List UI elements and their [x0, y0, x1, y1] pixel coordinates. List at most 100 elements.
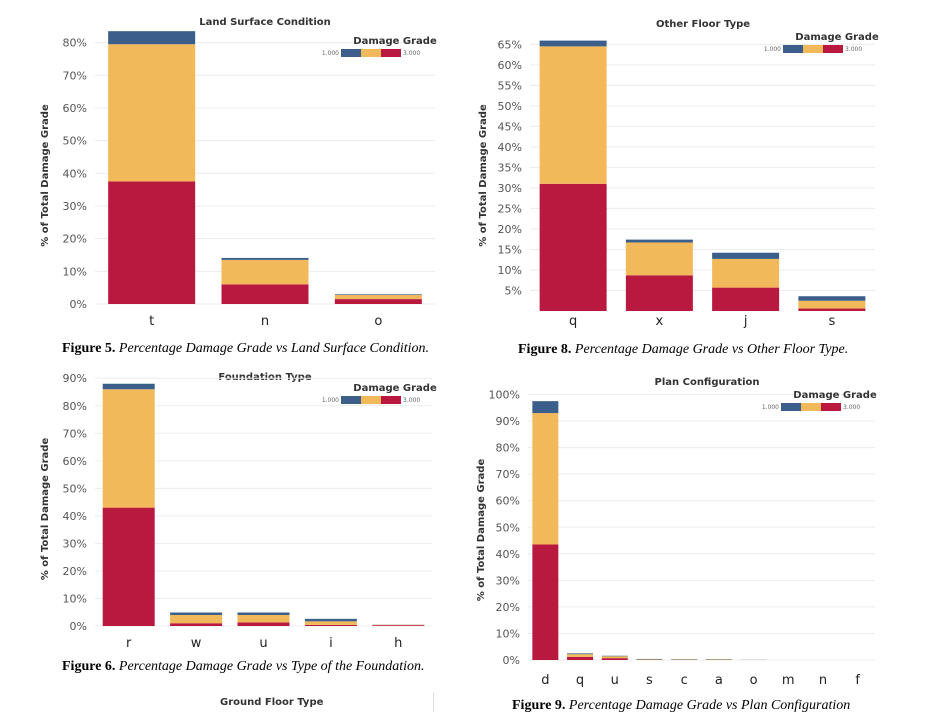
divider: [433, 692, 434, 712]
caption-number: Figure 5.: [62, 341, 115, 356]
x-tick-label: f: [855, 673, 860, 688]
legend-high-label: 3.000: [403, 50, 420, 57]
chart-title: Foundation Type: [218, 372, 311, 383]
bar-segment-s-grade-3.000: [798, 309, 865, 311]
bar-segment-d-grade-2.000: [532, 413, 558, 544]
chart-title: Land Surface Condition: [199, 17, 331, 28]
chart-land-surface-condition: Land Surface Condition0%10%20%30%40%50%6…: [0, 0, 470, 336]
legend-high-label: 3.000: [845, 46, 862, 53]
x-tick-label: d: [541, 673, 549, 688]
x-tick-label: s: [646, 673, 653, 688]
bar-segment-r-grade-3.000: [103, 508, 155, 626]
caption-text: Percentage Damage Grade vs Land Surface …: [115, 341, 429, 356]
bar-segment-q-grade-3.000: [567, 657, 593, 660]
y-tick-label: 45%: [498, 120, 522, 133]
x-tick-label: h: [394, 636, 402, 651]
y-tick-label: 60%: [496, 495, 520, 508]
y-axis-label: % of Total Damage Grade: [478, 104, 489, 247]
y-tick-label: 50%: [63, 135, 87, 148]
y-tick-label: 40%: [63, 510, 87, 523]
legend-high-label: 3.000: [403, 397, 420, 404]
caption-figure-6: Figure 6. Percentage Damage Grade vs Typ…: [62, 659, 425, 675]
y-axis-label: % of Total Damage Grade: [476, 459, 487, 602]
x-tick-label: c: [681, 673, 688, 688]
bar-segment-s-grade-1.000: [798, 296, 865, 301]
y-tick-label: 5%: [505, 284, 522, 297]
y-tick-label: 35%: [498, 161, 522, 174]
y-axis-label: % of Total Damage Grade: [40, 438, 51, 581]
y-tick-label: 80%: [63, 400, 87, 413]
bar-segment-h-grade-3.000: [372, 625, 424, 626]
x-tick-label: i: [329, 636, 333, 651]
caption-figure-8: Figure 8. Percentage Damage Grade vs Oth…: [518, 342, 848, 358]
caption-text: Percentage Damage Grade vs Plan Configur…: [565, 698, 850, 713]
bar-segment-t-grade-3.000: [108, 181, 195, 304]
legend-swatch-grade-2: [801, 403, 821, 411]
x-tick-label: j: [743, 314, 748, 329]
bar-segment-j-grade-3.000: [712, 288, 779, 311]
y-tick-label: 50%: [496, 521, 520, 534]
bar-segment-a-grade-2.000: [706, 659, 732, 660]
bar-segment-i-grade-2.000: [305, 621, 357, 625]
legend-title: Damage Grade: [793, 390, 877, 401]
legend-low-label: 1.000: [764, 46, 781, 53]
legend-swatch-grade-2: [361, 49, 381, 57]
bar-segment-u-grade-3.000: [602, 658, 628, 660]
legend-swatch-grade-3: [381, 49, 401, 57]
legend-swatch-grade-1: [781, 403, 801, 411]
y-tick-label: 50%: [63, 482, 87, 495]
x-tick-label: q: [576, 673, 584, 688]
caption-number: Figure 6.: [62, 659, 115, 674]
chart-title: Other Floor Type: [656, 19, 750, 30]
bar-segment-c-grade-2.000: [671, 659, 697, 660]
bar-segment-s-grade-2.000: [798, 301, 865, 309]
caption-number: Figure 8.: [518, 342, 571, 357]
y-tick-label: 90%: [63, 372, 87, 385]
y-tick-label: 60%: [498, 59, 522, 72]
y-tick-label: 40%: [63, 167, 87, 180]
bar-segment-j-grade-1.000: [712, 253, 779, 259]
x-tick-label: u: [611, 673, 619, 688]
bar-segment-u-grade-2.000: [238, 615, 290, 622]
bar-segment-u-grade-3.000: [238, 622, 290, 626]
bar-segment-d-grade-3.000: [532, 545, 558, 660]
x-tick-label: w: [191, 636, 202, 651]
x-tick-label: o: [374, 314, 382, 329]
bar-segment-t-grade-1.000: [108, 31, 195, 44]
y-tick-label: 0%: [503, 654, 520, 667]
legend-swatch-grade-1: [341, 396, 361, 404]
chart-foundation-type: Foundation Type0%10%20%30%40%50%60%70%80…: [0, 365, 470, 660]
bar-segment-s-grade-2.000: [636, 659, 662, 660]
y-tick-label: 0%: [70, 620, 87, 633]
bar-segment-q-grade-1.000: [567, 653, 593, 654]
legend-swatch-grade-3: [821, 403, 841, 411]
chart-title: Plan Configuration: [655, 377, 760, 388]
bar-segment-x-grade-3.000: [626, 275, 693, 311]
bar-segment-q-grade-2.000: [540, 46, 607, 183]
bar-segment-u-grade-2.000: [602, 656, 628, 658]
legend-swatch-grade-2: [361, 396, 381, 404]
chart-plan-configuration: Plan Configuration0%10%20%30%40%50%60%70…: [470, 372, 941, 692]
legend-low-label: 1.000: [322, 397, 339, 404]
legend-swatch-grade-1: [341, 49, 361, 57]
legend-low-label: 1.000: [762, 404, 779, 411]
bar-segment-x-grade-1.000: [626, 240, 693, 243]
y-tick-label: 100%: [489, 389, 520, 402]
bar-segment-r-grade-1.000: [103, 384, 155, 390]
x-tick-label: n: [261, 314, 269, 329]
y-tick-label: 10%: [496, 627, 520, 640]
legend-swatch-grade-1: [783, 45, 803, 53]
bar-segment-t-grade-2.000: [108, 44, 195, 181]
y-tick-label: 25%: [498, 202, 522, 215]
legend-low-label: 1.000: [322, 50, 339, 57]
y-tick-label: 0%: [70, 298, 87, 311]
y-tick-label: 30%: [498, 182, 522, 195]
bar-segment-o-grade-2.000: [335, 295, 422, 299]
bar-segment-j-grade-2.000: [712, 259, 779, 288]
bar-segment-n-grade-1.000: [222, 258, 309, 260]
x-tick-label: n: [819, 673, 827, 688]
caption-text: Percentage Damage Grade vs Type of the F…: [115, 659, 424, 674]
x-tick-label: u: [259, 636, 267, 651]
x-tick-label: q: [569, 314, 577, 329]
legend-title: Damage Grade: [353, 36, 437, 47]
